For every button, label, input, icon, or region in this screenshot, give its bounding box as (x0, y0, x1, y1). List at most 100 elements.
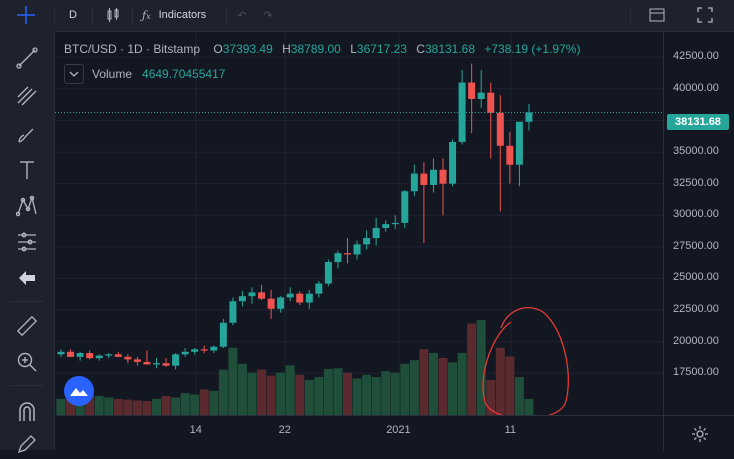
volume-bar (132, 400, 142, 415)
change-value: +738.19 (+1.97%) (484, 42, 581, 56)
collapse-legend-button[interactable] (64, 64, 84, 84)
candle[interactable] (420, 162, 428, 244)
interval-button[interactable]: D (69, 9, 77, 21)
undo-icon[interactable]: ↶ (237, 9, 247, 22)
candle[interactable] (229, 297, 237, 326)
volume-bar (419, 349, 429, 415)
candle[interactable] (286, 287, 294, 302)
indicators-label: Indicators (158, 9, 207, 21)
candle[interactable] (191, 348, 199, 355)
symbol-label: BTC/USD · 1D · Bitstamp (64, 42, 201, 56)
price-tick-label: 27500.00 (673, 239, 719, 252)
candle[interactable] (315, 281, 323, 298)
brush-icon[interactable] (12, 119, 42, 149)
high-value: 38789.00 (290, 42, 341, 56)
price-axis[interactable] (663, 32, 734, 415)
candle[interactable] (105, 353, 113, 359)
volume-bar (314, 377, 324, 415)
candle[interactable] (391, 215, 399, 230)
candle[interactable] (210, 345, 218, 354)
magnet-icon[interactable] (12, 397, 42, 427)
candle[interactable] (133, 356, 141, 366)
volume-bar (257, 369, 267, 415)
candle[interactable] (248, 287, 256, 304)
candle[interactable] (401, 190, 409, 228)
candle[interactable] (124, 354, 132, 364)
candles-chart-type-icon[interactable] (100, 4, 126, 26)
candle[interactable] (449, 139, 457, 187)
tradingview-logo-icon[interactable] (64, 376, 94, 406)
candle[interactable] (238, 291, 246, 307)
toolbar-divider (92, 6, 93, 24)
price-tick-label: 30000.00 (673, 208, 719, 221)
candle[interactable] (172, 353, 180, 370)
candle[interactable] (525, 104, 533, 131)
volume-bar (190, 394, 200, 415)
volume-bar (276, 372, 286, 415)
candle[interactable] (496, 95, 504, 212)
candle[interactable] (258, 284, 266, 300)
fib-retracement-icon[interactable] (12, 81, 42, 111)
layout-icon[interactable] (644, 4, 670, 26)
candle[interactable] (143, 350, 151, 365)
candle[interactable] (334, 250, 342, 269)
candle[interactable] (363, 230, 371, 250)
candle[interactable] (487, 82, 495, 159)
candlestick-chart[interactable] (55, 32, 663, 415)
crosshair-tool-icon[interactable] (6, 4, 46, 26)
candle[interactable] (305, 289, 313, 309)
volume-bar (142, 401, 152, 415)
trend-line-icon[interactable] (12, 43, 42, 73)
candle[interactable] (267, 289, 275, 319)
candle[interactable] (468, 63, 476, 134)
candle[interactable] (429, 158, 437, 193)
candle[interactable] (86, 350, 94, 360)
volume-bar (352, 378, 362, 415)
candle[interactable] (344, 238, 351, 264)
candle[interactable] (153, 358, 160, 369)
candle[interactable] (458, 69, 466, 145)
arrow-left-icon[interactable] (12, 263, 42, 293)
volume-bar (514, 377, 524, 415)
candle[interactable] (410, 164, 418, 197)
candle[interactable] (219, 318, 227, 349)
candle[interactable] (181, 348, 189, 357)
indicators-button[interactable]: ƒx Indicators (142, 4, 220, 26)
prediction-tool-icon[interactable] (12, 227, 42, 257)
candle[interactable] (200, 345, 208, 354)
candle[interactable] (439, 158, 447, 216)
fullscreen-icon[interactable] (692, 4, 718, 26)
candle[interactable] (277, 296, 285, 313)
candle[interactable] (382, 220, 390, 232)
volume-bar (266, 375, 276, 415)
chart-settings-button[interactable] (663, 415, 734, 451)
candle[interactable] (67, 349, 75, 357)
candle[interactable] (515, 121, 523, 187)
redo-icon[interactable]: ↷ (263, 9, 273, 22)
pencil-icon[interactable] (12, 429, 42, 459)
candle[interactable] (506, 131, 514, 184)
text-tool-icon[interactable] (12, 155, 42, 185)
candle[interactable] (95, 354, 103, 361)
volume-bar (362, 374, 372, 415)
candle[interactable] (76, 351, 84, 361)
candle[interactable] (324, 259, 332, 287)
candle[interactable] (162, 358, 170, 367)
volume-bar (56, 398, 66, 415)
price-tick-label: 25000.00 (673, 271, 719, 284)
candle[interactable] (114, 351, 122, 357)
chart-pane[interactable] (55, 32, 663, 415)
candle[interactable] (477, 69, 485, 108)
ruler-icon[interactable] (12, 311, 42, 341)
candle[interactable] (372, 217, 380, 246)
series-legend: BTC/USD · 1D · Bitstamp O37393.49 H38789… (64, 42, 580, 56)
toolbar-divider (630, 6, 631, 24)
pattern-tool-icon[interactable] (12, 191, 42, 221)
open-value: 37393.49 (222, 42, 273, 56)
time-axis[interactable] (55, 415, 663, 451)
candle[interactable] (296, 291, 304, 306)
candle[interactable] (353, 240, 361, 260)
candle[interactable] (57, 349, 65, 357)
hand-drawn-annotation[interactable] (482, 307, 569, 415)
zoom-in-icon[interactable] (12, 347, 42, 377)
